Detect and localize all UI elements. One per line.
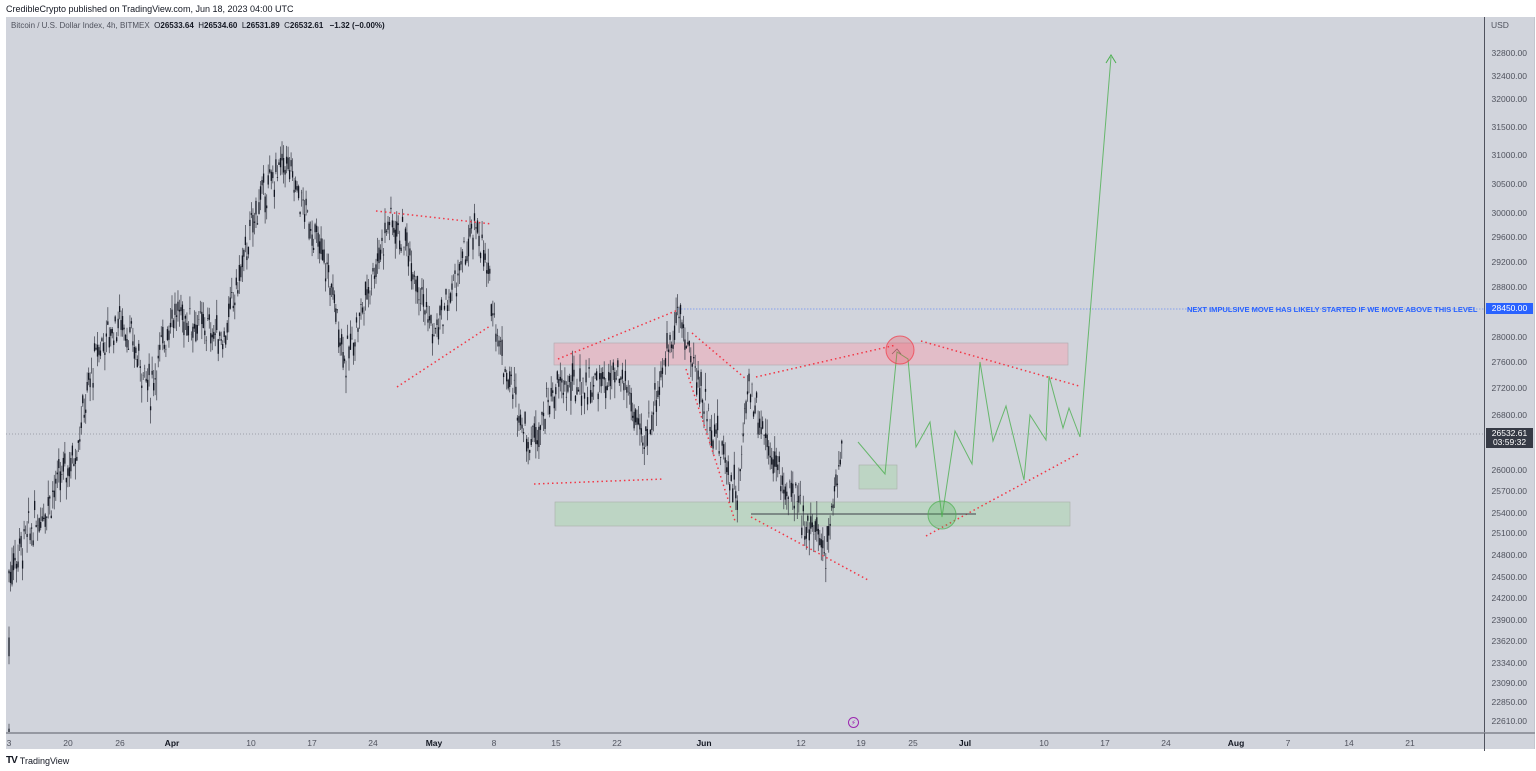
time-tick: 24 [1161, 738, 1171, 748]
price-tick: 23900.00 [1491, 615, 1527, 625]
price-tick: 28800.00 [1491, 282, 1527, 292]
time-tick: Aug [1227, 738, 1245, 748]
low-value: 26531.89 [246, 21, 280, 30]
time-axis[interactable]: 3 20 26 Apr 10 17 24 May 8 15 22 Jun 12 19 25 Jul 10 17 24… [6, 732, 1484, 751]
price-tick: 31000.00 [1491, 150, 1527, 160]
price-axis[interactable]: USD 32800.00 32400.00 32000.00 31500.00 3100… [1484, 17, 1535, 732]
price-tick: 32000.00 [1491, 94, 1527, 104]
price-tick: 24200.00 [1491, 593, 1527, 603]
price-tick: 23620.00 [1491, 636, 1527, 646]
price-tick: 22850.00 [1491, 697, 1527, 707]
price-tick: 25700.00 [1491, 486, 1527, 496]
currency-unit: USD [1491, 20, 1509, 30]
level-annotation-text[interactable]: NEXT IMPULSIVE MOVE HAS LIKELY STARTED I… [1187, 305, 1478, 314]
time-tick: 14 [1344, 738, 1354, 748]
price-tick: 23340.00 [1491, 658, 1527, 668]
time-tick: 3 [6, 738, 12, 748]
chart-plot-area[interactable]: Bitcoin / U.S. Dollar Index, 4h, BITMEX … [6, 17, 1484, 749]
publish-info: CredibleCrypto published on TradingView.… [6, 4, 294, 14]
footer: TV TradingView [6, 755, 69, 766]
time-tick: Jun [696, 738, 712, 748]
lightning-icon[interactable]: ⚡ [848, 717, 859, 728]
time-tick: 10 [1039, 738, 1049, 748]
price-tick: 31500.00 [1491, 122, 1527, 132]
chart-frame: Bitcoin / U.S. Dollar Index, 4h, BITMEX … [6, 17, 1535, 751]
time-tick: 25 [908, 738, 918, 748]
price-tick: 30000.00 [1491, 208, 1527, 218]
time-tick: 10 [246, 738, 256, 748]
axis-corner [1484, 732, 1535, 751]
price-tick: 25400.00 [1491, 508, 1527, 518]
time-tick: 19 [856, 738, 866, 748]
time-tick: 8 [491, 738, 497, 748]
time-tick: 22 [612, 738, 622, 748]
time-tick: 20 [63, 738, 73, 748]
price-tick: 32400.00 [1491, 71, 1527, 81]
time-tick: 15 [551, 738, 561, 748]
price-tick: 25100.00 [1491, 528, 1527, 538]
time-tick: 17 [307, 738, 317, 748]
price-tick: 27200.00 [1491, 383, 1527, 393]
time-tick: 12 [796, 738, 806, 748]
price-tick: 28000.00 [1491, 332, 1527, 342]
symbol-name: Bitcoin / U.S. Dollar Index, 4h, BITMEX [11, 21, 150, 30]
price-tick: 27600.00 [1491, 357, 1527, 367]
candlestick-chart [6, 54, 1484, 749]
level-price-label: 28450.00 [1486, 303, 1533, 314]
change-value: −1.32 (−0.00%) [329, 21, 385, 30]
price-tick: 30500.00 [1491, 179, 1527, 189]
time-tick: 7 [1285, 738, 1291, 748]
price-tick: 26000.00 [1491, 465, 1527, 475]
time-tick: May [425, 738, 443, 748]
price-tick: 26800.00 [1491, 410, 1527, 420]
time-tick: 26 [115, 738, 125, 748]
tradingview-logo-icon: TV [6, 755, 18, 766]
time-tick: 21 [1405, 738, 1415, 748]
price-tick: 23090.00 [1491, 678, 1527, 688]
current-price-label: 26532.61 03:59:32 [1486, 428, 1533, 448]
open-value: 26533.64 [160, 21, 194, 30]
price-tick: 29600.00 [1491, 232, 1527, 242]
brand-name: TradingView [19, 755, 70, 766]
price-tick: 32800.00 [1491, 48, 1527, 58]
symbol-legend: Bitcoin / U.S. Dollar Index, 4h, BITMEX … [11, 21, 385, 30]
price-tick: 29200.00 [1491, 257, 1527, 267]
time-tick: Jul [958, 738, 972, 748]
high-value: 26534.60 [204, 21, 238, 30]
time-tick: 24 [368, 738, 378, 748]
close-value: 26532.61 [289, 21, 324, 30]
time-tick: 17 [1100, 738, 1110, 748]
price-tick: 24800.00 [1491, 550, 1527, 560]
price-tick: 22610.00 [1491, 716, 1527, 726]
price-tick: 24500.00 [1491, 572, 1527, 582]
time-tick: Apr [164, 738, 180, 748]
